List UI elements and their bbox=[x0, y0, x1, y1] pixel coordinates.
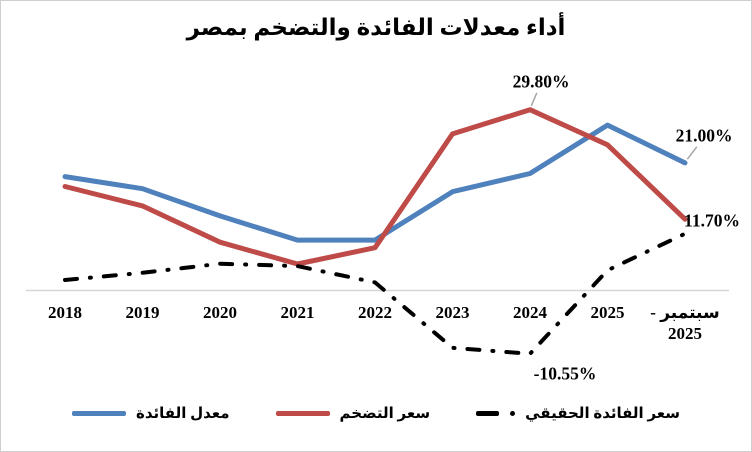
dot-marker bbox=[510, 411, 516, 416]
legend-label-real-interest-rate: سعر الفائدة الحقيقي bbox=[525, 406, 680, 422]
label-leader-line bbox=[686, 146, 698, 160]
series-line-2 bbox=[63, 231, 687, 356]
legend-label-interest-rate: معدل الفائدة bbox=[136, 406, 230, 422]
legend-entry-real-interest-rate: سعر الفائدة الحقيقي bbox=[476, 404, 680, 423]
label-leader-line bbox=[530, 92, 538, 107]
real-interest-rate-line-swatch bbox=[476, 411, 516, 416]
chart-legend: معدل الفائدة سعر التضخم سعر الفائدة الحق… bbox=[1, 404, 751, 423]
series-line-1 bbox=[62, 107, 688, 267]
legend-entry-inflation-rate: سعر التضخم bbox=[275, 404, 431, 423]
dash-marker bbox=[476, 411, 500, 416]
legend-entry-interest-rate: معدل الفائدة bbox=[72, 404, 230, 423]
chart-title: أداء معدلات الفائدة والتضخم بمصر bbox=[186, 15, 566, 40]
legend-label-inflation-rate: سعر التضخم bbox=[339, 406, 431, 422]
series-line-0 bbox=[62, 122, 688, 243]
inflation-rate-line-swatch bbox=[275, 411, 330, 416]
interest-rate-line-swatch bbox=[72, 411, 126, 416]
